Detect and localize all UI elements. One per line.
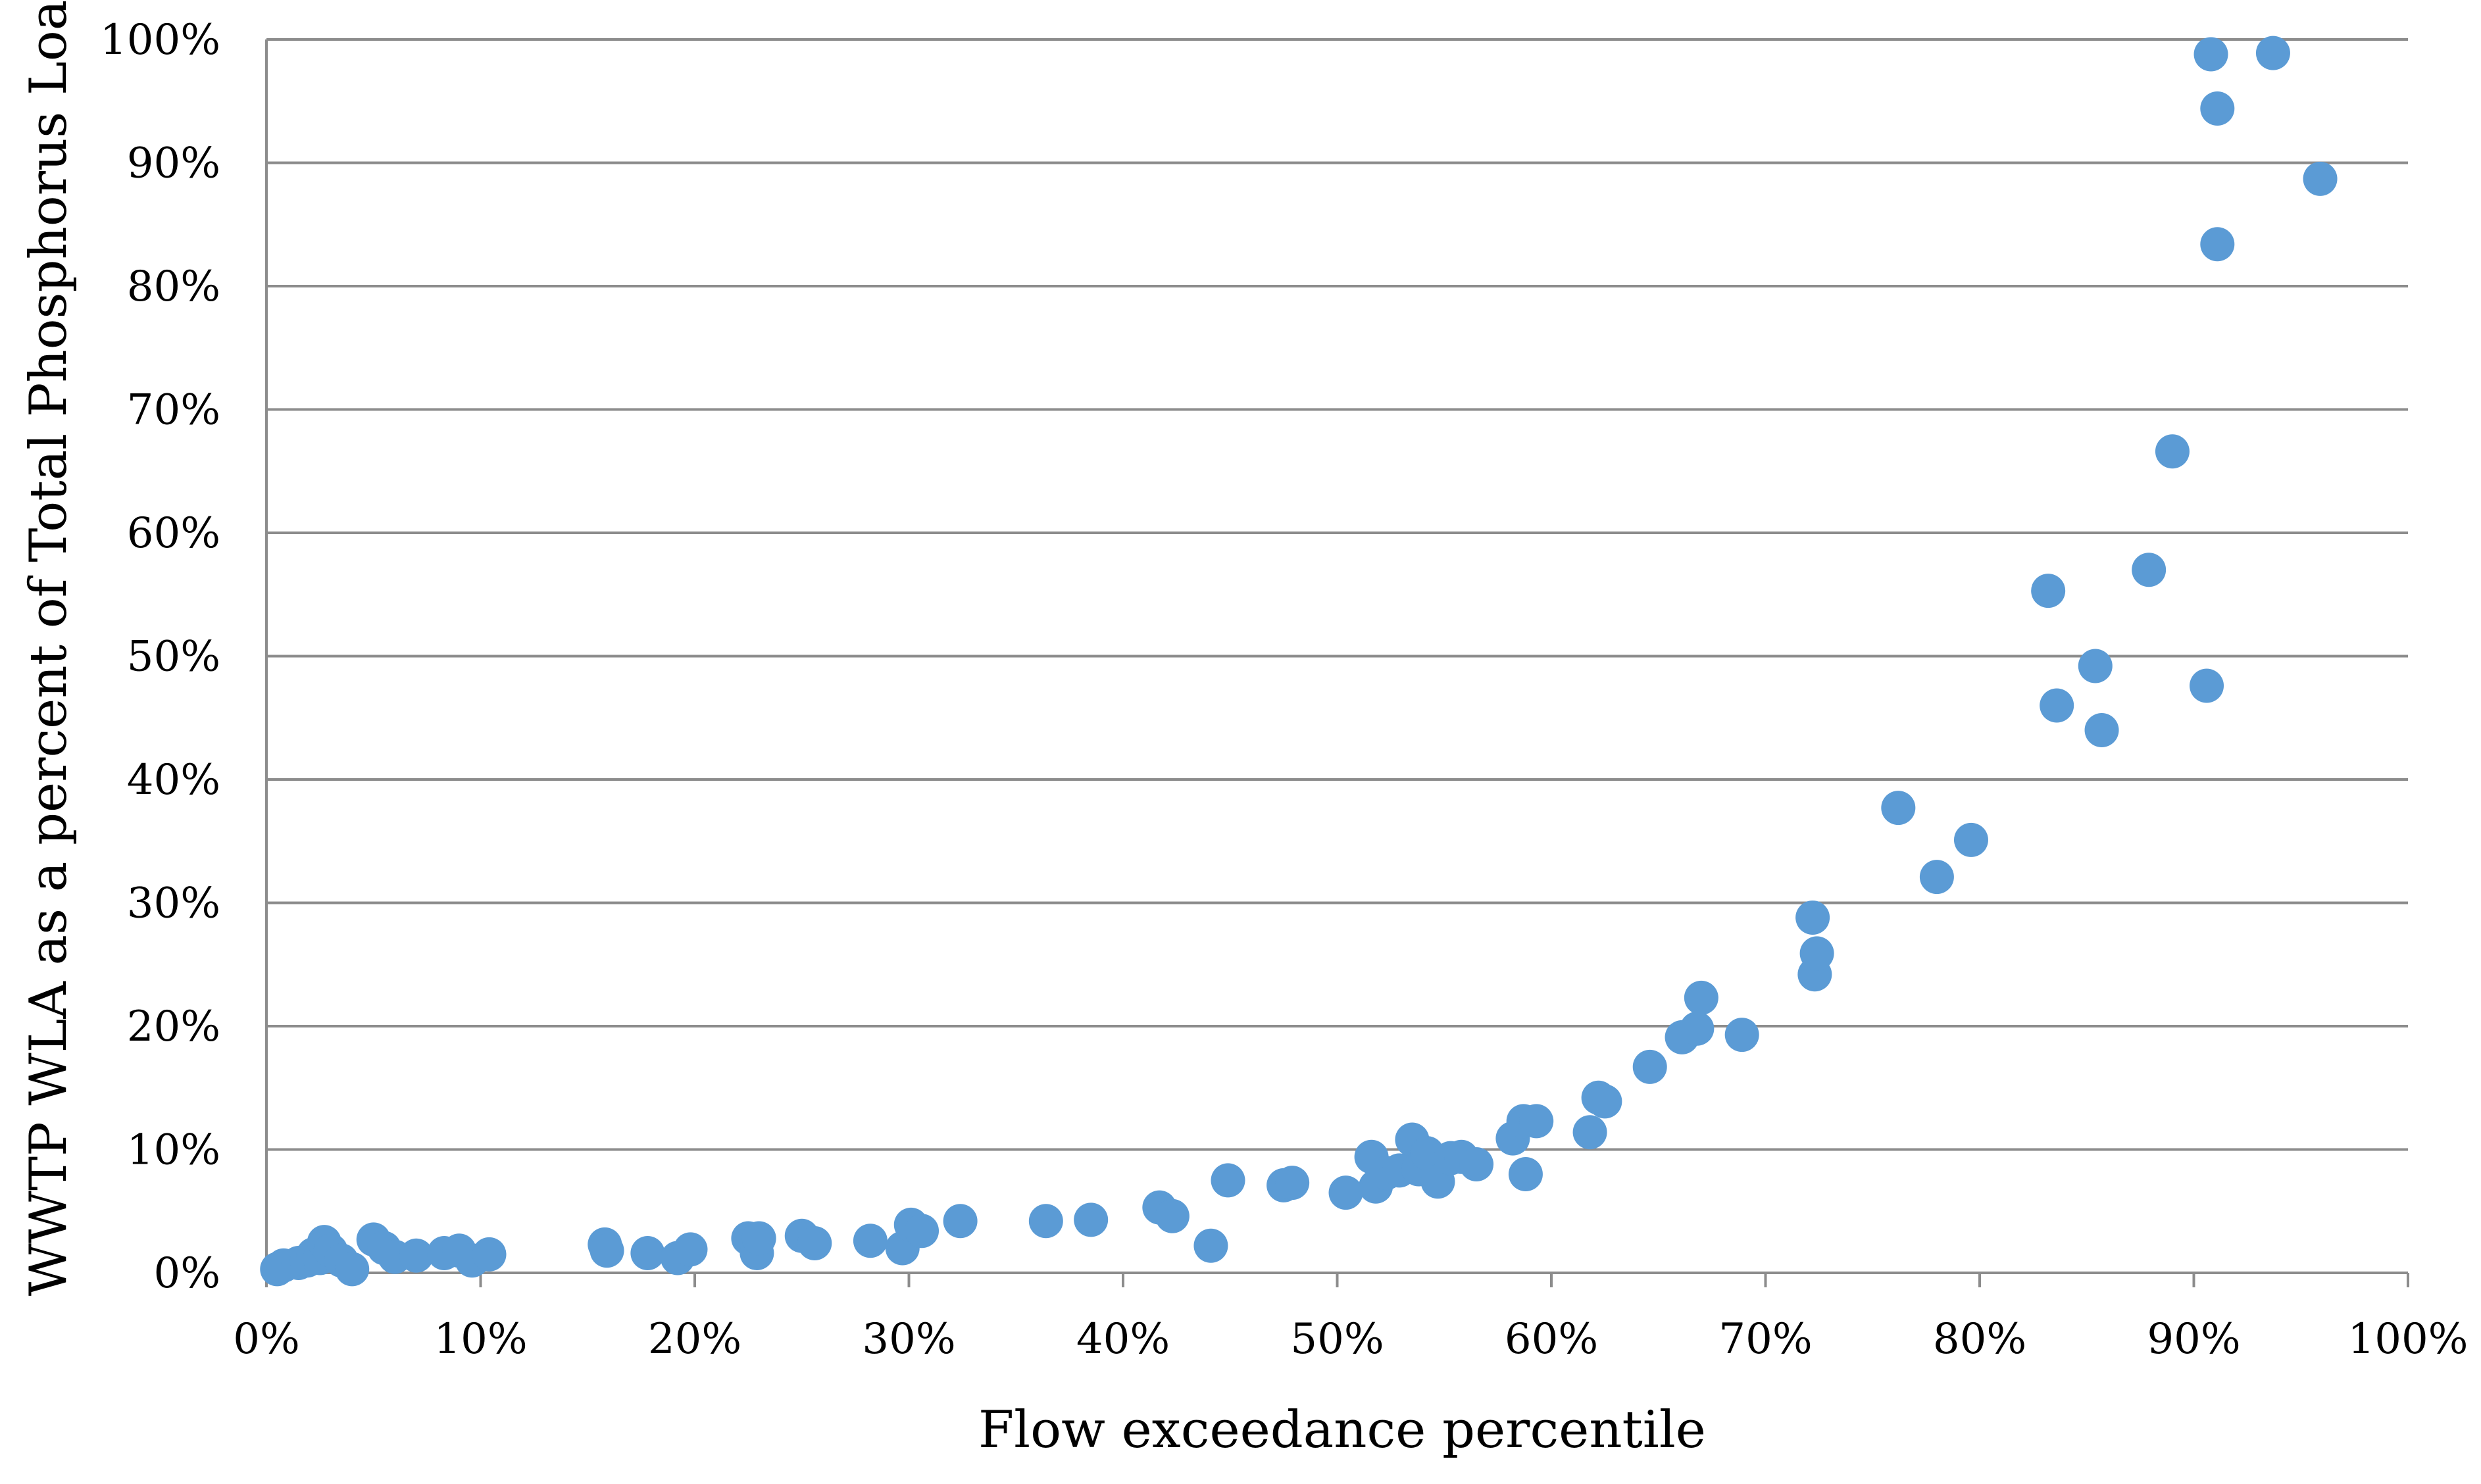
data-point bbox=[2200, 91, 2235, 126]
data-point bbox=[797, 1226, 832, 1260]
data-point bbox=[2200, 227, 2235, 262]
data-point bbox=[1684, 980, 1718, 1015]
y-tick-label: 100% bbox=[100, 16, 220, 64]
data-point bbox=[1211, 1163, 1245, 1198]
data-point bbox=[1028, 1204, 1063, 1239]
x-tick-label: 70% bbox=[1718, 1315, 1812, 1364]
x-tick-label: 20% bbox=[648, 1315, 741, 1364]
x-tick-label: 50% bbox=[1290, 1315, 1384, 1364]
data-point bbox=[1881, 791, 1916, 826]
x-tick-label: 10% bbox=[434, 1315, 527, 1364]
data-point bbox=[399, 1238, 434, 1273]
data-point bbox=[1459, 1147, 1494, 1181]
data-point bbox=[1328, 1175, 1363, 1210]
y-tick-label: 60% bbox=[127, 509, 220, 558]
x-tick-label: 60% bbox=[1505, 1315, 1598, 1364]
horizontal-gridlines bbox=[266, 38, 2408, 1151]
x-axis-title: Flow exceedance percentile bbox=[978, 1400, 1706, 1460]
data-point bbox=[1519, 1104, 1554, 1139]
data-point bbox=[2255, 36, 2290, 70]
data-point bbox=[1275, 1166, 1310, 1200]
data-point bbox=[853, 1224, 888, 1258]
data-point bbox=[2078, 649, 2113, 683]
x-tick-label: 80% bbox=[1933, 1315, 2026, 1364]
y-tick-label: 80% bbox=[127, 262, 220, 311]
data-point bbox=[2084, 713, 2119, 747]
data-point bbox=[2155, 434, 2190, 469]
data-point bbox=[741, 1221, 776, 1256]
data-point bbox=[943, 1204, 978, 1239]
x-tick-label: 40% bbox=[1076, 1315, 1170, 1364]
data-point bbox=[2190, 668, 2224, 703]
data-point bbox=[335, 1252, 370, 1287]
y-tick-label: 50% bbox=[127, 633, 220, 681]
data-point bbox=[1155, 1199, 1190, 1233]
data-point bbox=[1919, 860, 1954, 895]
y-tick-label: 90% bbox=[127, 139, 220, 188]
y-tick-label: 0% bbox=[153, 1249, 220, 1298]
data-point bbox=[2303, 161, 2338, 196]
data-point bbox=[1953, 822, 1988, 857]
data-point bbox=[2193, 37, 2228, 72]
data-point bbox=[673, 1232, 708, 1267]
x-tick-label: 0% bbox=[233, 1315, 300, 1364]
data-point bbox=[1588, 1084, 1622, 1119]
data-points bbox=[260, 36, 2338, 1287]
data-point bbox=[1572, 1115, 1607, 1150]
data-point bbox=[2132, 553, 2167, 587]
y-tick-label: 10% bbox=[127, 1126, 220, 1175]
data-point bbox=[1632, 1049, 1667, 1084]
y-tick-label: 40% bbox=[127, 756, 220, 804]
data-point bbox=[1799, 936, 1834, 971]
y-tick-label: 30% bbox=[127, 879, 220, 928]
data-point bbox=[1795, 901, 1830, 935]
data-point bbox=[472, 1237, 507, 1272]
data-point bbox=[2040, 688, 2074, 723]
x-tick-labels: 0% 10% 20% 30% 40% 50% 60% 70% 80% 90% 100% bbox=[233, 1315, 2468, 1364]
data-point bbox=[1680, 1011, 1715, 1046]
x-tick-label: 90% bbox=[2147, 1315, 2240, 1364]
data-point bbox=[1193, 1228, 1228, 1263]
data-point bbox=[1074, 1202, 1109, 1237]
data-point bbox=[905, 1214, 940, 1249]
y-tick-label: 70% bbox=[127, 386, 220, 435]
data-point bbox=[1724, 1018, 1759, 1052]
x-tick-label: 100% bbox=[2348, 1315, 2468, 1364]
y-tick-label: 20% bbox=[127, 1002, 220, 1051]
data-point bbox=[1508, 1157, 1543, 1191]
data-point bbox=[630, 1236, 665, 1270]
y-tick-labels: 0% 10% 20% 30% 40% 50% 60% 70% 80% 90% 100% bbox=[100, 16, 220, 1298]
x-tick-label: 30% bbox=[862, 1315, 955, 1364]
data-point bbox=[2031, 574, 2066, 608]
data-point bbox=[589, 1233, 624, 1268]
y-axis-title: WWTP WLA as a percent of Total Phosphoru… bbox=[19, 0, 78, 1296]
